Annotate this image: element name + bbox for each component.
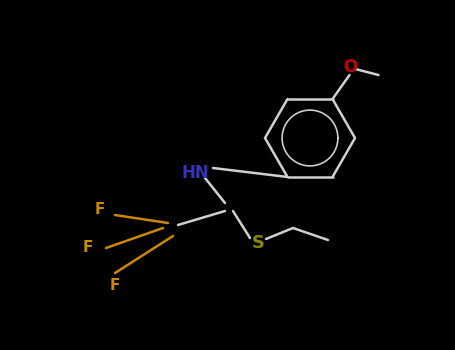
Text: S: S: [252, 234, 264, 252]
Text: F: F: [95, 203, 105, 217]
Text: O: O: [344, 58, 358, 76]
Text: F: F: [83, 240, 93, 256]
Text: HN: HN: [181, 164, 209, 182]
Text: F: F: [110, 278, 120, 293]
